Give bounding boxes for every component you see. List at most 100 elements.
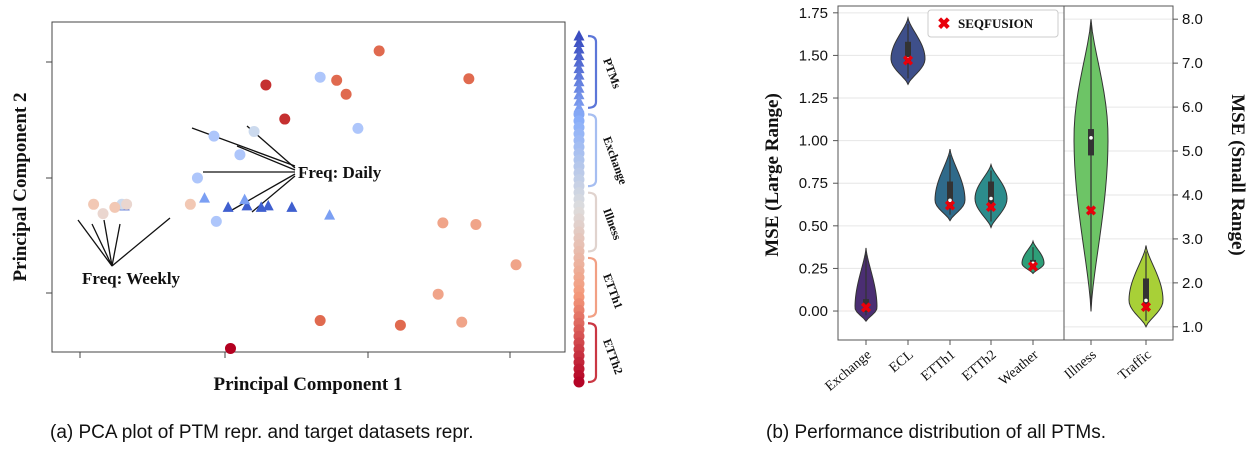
iqr-box-etth2 [988, 181, 994, 209]
x-tick-label-2: ETTh1 [919, 348, 959, 385]
x-tick-label-1: ECL [887, 348, 917, 376]
violin-left-axis-label: MSE (Large Range) [762, 93, 783, 257]
seqfusion-marker-etth1: ✖ [944, 199, 956, 214]
dataset-point-8-0 [260, 79, 272, 91]
violin-gridlines [838, 12, 1173, 328]
iqr-box-exchange [863, 299, 869, 312]
right-tick-label-5: 6.0 [1182, 99, 1203, 116]
iqr-box-illness [1088, 129, 1094, 156]
dataset-point-4-0 [97, 208, 109, 220]
weekly-connector-0 [77, 219, 113, 267]
right-tick-label-4: 5.0 [1182, 143, 1203, 160]
dataset-point-7-4 [314, 315, 326, 327]
right-tick-label-1: 2.0 [1182, 275, 1203, 292]
seqfusion-marker-illness: ✖ [1085, 204, 1097, 219]
seqfusion-marker-etth2: ✖ [985, 201, 997, 216]
colorbar-label-1: Exchange [600, 134, 630, 186]
dataset-point-5-2 [184, 198, 196, 210]
weekly-connector-3 [111, 223, 121, 267]
colorbar-triangle-7 [573, 75, 585, 87]
ptm-triangle-1-2 [324, 209, 336, 220]
left-tick-label-0: 0.00 [799, 303, 828, 320]
colorbar-triangle-1 [573, 36, 585, 48]
ptm-triangle-0-2 [241, 199, 253, 211]
legend-marker-x-icon: ✖ [937, 16, 950, 33]
dataset-point-2-1 [352, 122, 364, 134]
dataset-point-2-3 [234, 149, 246, 161]
colorbar-bracket-0 [587, 34, 598, 109]
dataset-point-2-0 [314, 71, 326, 83]
median-exchange [864, 305, 868, 310]
right-tick-label-6: 7.0 [1182, 55, 1203, 72]
left-tick-label-4: 1.00 [799, 133, 828, 150]
median-illness [1089, 136, 1093, 140]
pca-points [88, 45, 522, 354]
dataset-point-7-0 [373, 45, 385, 57]
colorbar-dot-53 [573, 376, 585, 388]
violin-right-axis-label: MSE (Small Range) [1227, 94, 1248, 256]
colorbar-label-2: Illness [600, 206, 624, 242]
ptm-triangle-0-1 [222, 201, 234, 212]
colorbar-bracket-1 [587, 113, 598, 188]
iqr-box-traffic [1143, 278, 1149, 308]
ptm-triangle-0-4 [262, 199, 274, 211]
dataset-point-6-3 [432, 288, 444, 300]
x-tick-label-3: ETTh2 [960, 348, 1000, 385]
dataset-point-7-1 [331, 74, 343, 86]
seqfusion-marker-ecl: ✖ [902, 55, 914, 70]
dataset-point-2-2 [208, 130, 220, 142]
seqfusion-marker-exchange: ✖ [860, 302, 872, 317]
left-tick-label-1: 0.25 [799, 260, 828, 277]
pca-panel: Freq: Daily Freq: Weekly Principal Compo… [10, 21, 631, 395]
colorbar-label-4: ETTh2 [600, 337, 626, 376]
dataset-point-2-4 [191, 172, 203, 184]
right-tick-label-7: 8.0 [1182, 11, 1203, 28]
seqfusion-marker-weather: ✖ [1027, 261, 1039, 276]
dataset-point-2-5 [210, 215, 222, 227]
colorbar-triangle-3 [573, 49, 585, 61]
annotation-weekly: Freq: Weekly [82, 269, 181, 288]
violins: ✖ ✖ ✖ ✖ ✖ ✖ ✖ [854, 15, 1164, 328]
weekly-connector-1 [91, 223, 113, 267]
caption-b: (b) Performance distribution of all PTMs… [766, 422, 1107, 443]
iqr-box-etth1 [947, 181, 953, 208]
colorbar-triangle-10 [573, 95, 585, 106]
left-tick-label-2: 0.50 [799, 218, 828, 235]
legend: ✖ SEQFUSION [927, 9, 1059, 38]
colorbar-triangle-2 [573, 43, 585, 54]
colorbar-bracket-4 [587, 322, 598, 384]
dataset-point-8-1 [279, 113, 291, 125]
right-tick-label-0: 1.0 [1182, 319, 1203, 336]
dataset-point-6-2 [510, 259, 522, 271]
dataset-point-5-1 [109, 201, 121, 213]
median-etth1 [948, 198, 952, 203]
dataset-point-6-4 [456, 316, 468, 328]
x-tick-label-5: Illness [1062, 348, 1100, 383]
left-tick-label-5: 1.25 [799, 90, 828, 107]
right-tick-label-2: 3.0 [1182, 231, 1203, 248]
dataset-point-9-0 [224, 342, 236, 354]
right-tick-label-3: 4.0 [1182, 187, 1203, 204]
colorbar-bracket-3 [587, 256, 598, 318]
legend-label: SEQFUSION [958, 16, 1034, 31]
violin-right-frame [1063, 5, 1174, 341]
pca-ticks [46, 61, 511, 358]
colorbar-label-3: ETTh1 [600, 272, 626, 311]
ptm-triangle-0-5 [286, 201, 298, 212]
colorbar-bracket-2 [587, 191, 598, 253]
ptm-triangle-1-0 [199, 192, 211, 203]
dataset-point-7-2 [340, 88, 352, 100]
colorbar: PTMs Exchange Illness ETTh1 ETTh2 [573, 30, 631, 388]
colorbar-triangle-0 [573, 30, 585, 41]
right-y-ticks: 1.0 2.0 3.0 4.0 5.0 6.0 7.0 8.0 [1173, 11, 1203, 336]
x-tick-label-0: Exchange [823, 348, 875, 395]
dataset-point-7-5 [394, 319, 406, 331]
left-y-ticks: 0.00 0.25 0.50 0.75 1.00 1.25 1.50 1.75 [799, 5, 838, 320]
colorbar-triangle-6 [573, 69, 585, 80]
legend-box [927, 9, 1059, 38]
colorbar-triangle-9 [573, 88, 585, 100]
colorbar-triangle-4 [573, 56, 585, 67]
colorbar-triangle-8 [573, 82, 585, 93]
ptm-triangle-1-1 [239, 193, 251, 205]
